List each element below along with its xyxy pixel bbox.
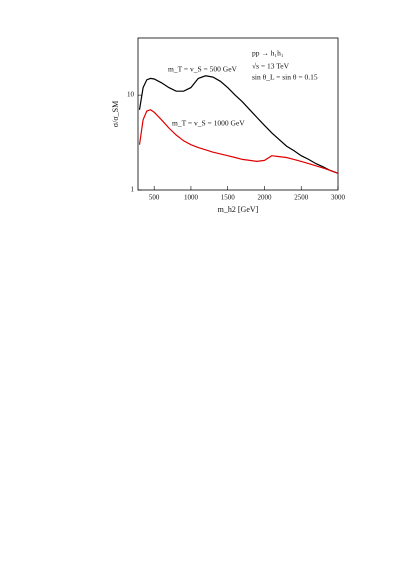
x-tick-label: 2500 [294,194,309,202]
y-tick-label: 1 [131,186,135,194]
x-tick-label: 1500 [221,194,236,202]
series-label: m_T = v_S = 1000 GeV [172,119,245,128]
y-tick-label: 10 [127,91,135,99]
annotation: sin θ_L = sin θ = 0.15 [252,73,318,82]
series-line [138,109,339,174]
y-axis-label: σ/σ_SM [111,101,120,127]
x-tick-label: 3000 [331,194,346,202]
x-tick-label: 2000 [257,194,272,202]
x-tick-label: 1000 [184,194,199,202]
annotation: pp → h₁h₁ [252,49,284,58]
series-line [138,75,339,174]
series-label: m_T = v_S = 500 GeV [168,65,238,74]
x-axis-label: m_h2 [GeV] [218,205,259,214]
plot-frame [137,37,339,191]
x-tick-label: 500 [149,194,160,202]
annotation: √s = 13 TeV [252,62,290,71]
